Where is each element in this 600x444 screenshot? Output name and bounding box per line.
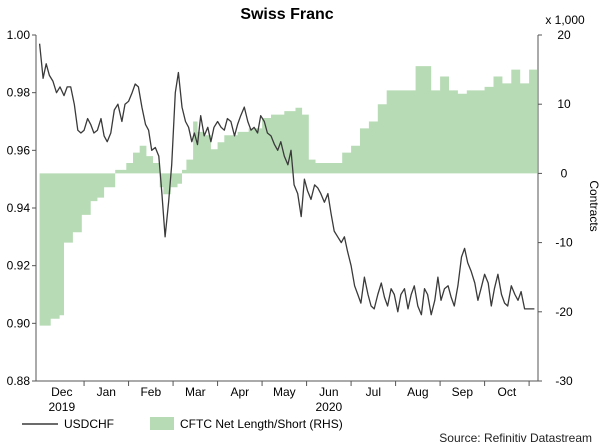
plot-background bbox=[36, 35, 538, 381]
x-month-label: Jul bbox=[366, 385, 381, 399]
right-axis-multiplier: x 1,000 bbox=[545, 13, 585, 27]
left-tick-label: 0.88 bbox=[7, 374, 31, 388]
right-tick-label: 0 bbox=[561, 166, 568, 180]
x-month-label: Aug bbox=[407, 385, 428, 399]
x-month-label: Oct bbox=[498, 385, 517, 399]
right-axis-label: Contracts bbox=[587, 180, 600, 231]
left-tick-label: 0.98 bbox=[7, 86, 31, 100]
x-month-label: Feb bbox=[140, 385, 161, 399]
left-axis-ticks: 0.88 0.90 0.92 0.94 0.96 0.98 1.00 bbox=[7, 28, 36, 388]
left-tick-label: 0.90 bbox=[7, 316, 31, 330]
x-month-label: Sep bbox=[452, 385, 474, 399]
plot-area bbox=[36, 35, 538, 381]
x-month-label: May bbox=[273, 385, 296, 399]
legend-cftc-label: CFTC Net Length/Short (RHS) bbox=[180, 417, 343, 431]
right-tick-label: -10 bbox=[555, 236, 573, 250]
left-tick-label: 0.94 bbox=[7, 201, 31, 215]
x-month-label: Jun bbox=[319, 385, 338, 399]
x-month-label: Apr bbox=[230, 385, 249, 399]
x-month-label: Dec bbox=[51, 385, 72, 399]
x-year-label: 2019 bbox=[48, 400, 75, 414]
right-tick-label: -30 bbox=[555, 374, 573, 388]
right-tick-label: 10 bbox=[557, 97, 571, 111]
source-note: Source: Refinitiv Datastream bbox=[439, 431, 592, 444]
left-tick-label: 0.92 bbox=[7, 259, 31, 273]
cftc-net-area bbox=[39, 66, 537, 326]
x-month-label: Jan bbox=[97, 385, 116, 399]
x-year-label: 2020 bbox=[315, 400, 342, 414]
right-axis-ticks: -30 -20 -10 0 10 20 bbox=[538, 28, 573, 388]
cftc-area-layer bbox=[39, 66, 537, 326]
x-axis-ticks: Dec Jan Feb Mar Apr May Jun Jul Aug Sep Oct 2019 202… bbox=[48, 381, 530, 414]
legend-cftc-swatch bbox=[150, 417, 174, 430]
chart-title: Swiss Franc bbox=[240, 6, 333, 23]
right-tick-label: 20 bbox=[557, 28, 571, 42]
right-tick-label: -20 bbox=[555, 305, 573, 319]
usdchf-line-layer bbox=[38, 43, 535, 316]
legend: USDCHF CFTC Net Length/Short (RHS) bbox=[22, 417, 343, 431]
left-tick-label: 0.96 bbox=[7, 143, 31, 157]
x-month-label: Mar bbox=[185, 385, 206, 399]
left-tick-label: 1.00 bbox=[7, 28, 31, 42]
usdchf-line bbox=[38, 43, 535, 316]
legend-usdchf-label: USDCHF bbox=[64, 417, 114, 431]
